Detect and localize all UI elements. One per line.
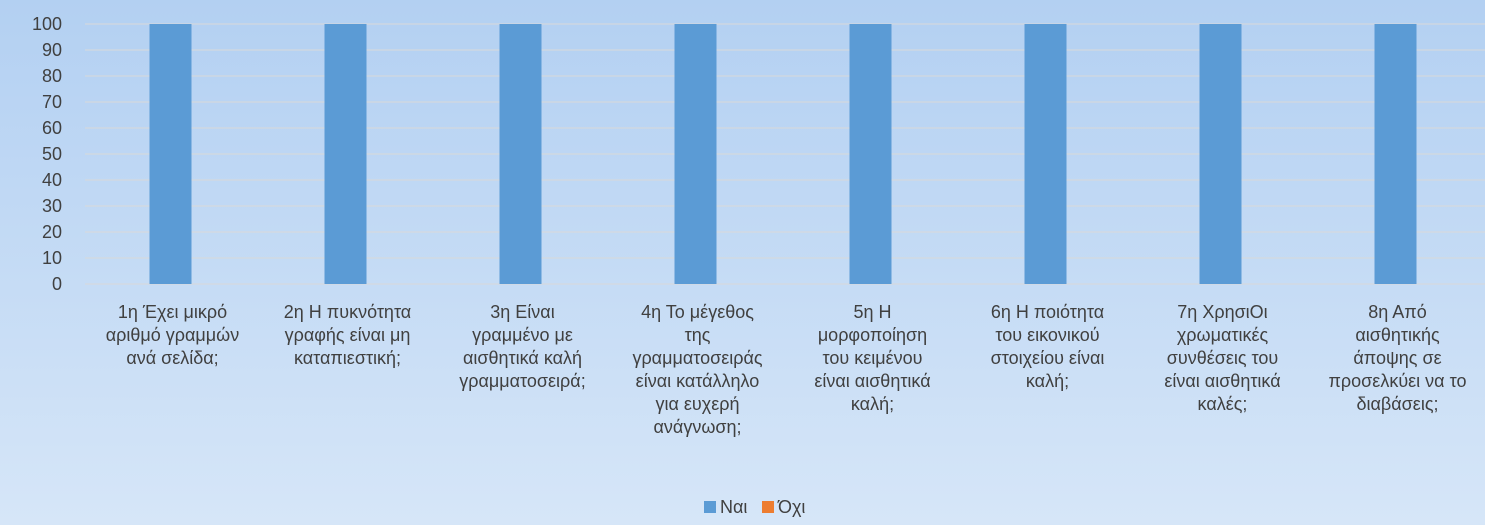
legend-label: Όχι <box>777 497 805 517</box>
bar-yes-5 <box>849 24 892 284</box>
x-tick-label: 8η Από αισθητικής άποψης σε προσελκύει να τ… <box>1329 302 1467 414</box>
bar-yes-2 <box>324 24 367 284</box>
y-tick-label: 50 <box>42 144 62 164</box>
y-tick-label: 70 <box>42 92 62 112</box>
legend-swatch <box>704 501 716 513</box>
x-tick-label: 2η Η πυκνότητα γραφής είναι μη καταπιεστικ… <box>284 302 411 368</box>
y-tick-label: 90 <box>42 40 62 60</box>
y-tick-label: 10 <box>42 248 62 268</box>
y-tick-label: 60 <box>42 118 62 138</box>
x-tick-label: 7η ΧρησιΟι χρωματικές συνθέσεις του είναι α… <box>1164 302 1280 414</box>
legend-item-yes: Ναι <box>704 497 747 517</box>
x-tick-label: 1η Έχει μικρό αριθμό γραμμών ανά σελίδα; <box>106 302 239 368</box>
x-tick-label: 4η Το μέγεθος της γραμματοσειράς είναι κατά… <box>632 302 762 437</box>
y-tick-label: 20 <box>42 222 62 242</box>
bar-yes-8 <box>1374 24 1417 284</box>
legend-swatch <box>762 501 774 513</box>
x-tick-label: 6η Η ποιότητα του εικονικού στοιχείου είνα… <box>991 302 1105 391</box>
bar-yes-4 <box>674 24 717 284</box>
y-tick-label: 30 <box>42 196 62 216</box>
bar-yes-7 <box>1199 24 1242 284</box>
bar-yes-3 <box>499 24 542 284</box>
y-tick-label: 100 <box>32 14 62 34</box>
legend-label: Ναι <box>720 497 747 517</box>
bar-yes-6 <box>1024 24 1067 284</box>
y-tick-label: 40 <box>42 170 62 190</box>
y-tick-label: 80 <box>42 66 62 86</box>
legend-item-no: Όχι <box>762 497 805 517</box>
x-tick-label: 3η Είναι γραμμένο με αισθητικά καλή γραμματ… <box>459 302 585 391</box>
y-tick-label: 0 <box>52 274 62 294</box>
bar-yes-1 <box>149 24 192 284</box>
